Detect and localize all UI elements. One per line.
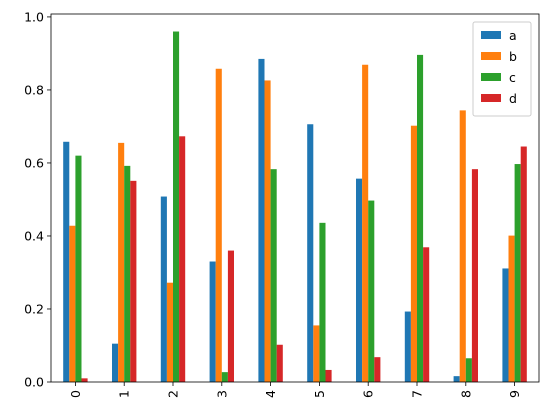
bar-a-8 (453, 376, 460, 382)
legend-label-a: a (509, 28, 517, 43)
bar-d-0 (81, 378, 88, 382)
x-tick-label: 0 (68, 390, 83, 398)
y-tick-label: 0.8 (24, 82, 44, 97)
y-tick-label: 1.0 (24, 9, 44, 24)
x-tick-label: 1 (117, 390, 132, 398)
legend-label-d: d (509, 91, 517, 106)
legend-label-c: c (509, 70, 516, 85)
legend-swatch-b (481, 52, 501, 60)
bar-c-4 (270, 169, 277, 382)
bar-a-0 (63, 141, 70, 382)
x-tick-label: 9 (507, 390, 522, 398)
bar-b-7 (410, 125, 417, 383)
bar-c-5 (319, 222, 326, 382)
y-axis: 0.0 0.2 0.4 0.6 0.8 1.0 (24, 9, 51, 390)
bar-a-9 (502, 268, 509, 382)
bar-a-3 (209, 261, 216, 382)
legend-box (472, 21, 532, 117)
bar-d-4 (276, 344, 283, 382)
bar-d-1 (130, 180, 137, 382)
bar-c-7 (417, 54, 424, 382)
bar-a-6 (356, 178, 363, 382)
bar-d-5 (325, 369, 332, 382)
bar-b-8 (459, 110, 466, 382)
bar-a-4 (258, 58, 265, 383)
bar-a-5 (307, 124, 314, 382)
x-tick-label: 2 (166, 390, 181, 398)
x-tick-label: 5 (312, 390, 327, 398)
y-tick-label: 0.6 (24, 155, 44, 170)
bar-a-7 (404, 311, 411, 382)
bar-d-7 (423, 247, 430, 382)
bar-c-0 (75, 155, 82, 382)
bar-d-6 (374, 357, 381, 382)
bar-c-6 (368, 200, 375, 382)
bar-b-1 (118, 142, 125, 382)
x-axis: 0 1 2 3 4 5 6 7 8 9 (68, 382, 522, 398)
legend-swatch-a (481, 31, 501, 39)
bar-b-0 (69, 225, 76, 382)
bar-b-5 (313, 325, 320, 382)
legend-swatch-d (481, 94, 501, 102)
x-tick-label: 7 (410, 390, 425, 398)
bar-a-1 (112, 343, 119, 382)
y-tick-label: 0.4 (24, 228, 44, 243)
bar-b-3 (215, 68, 222, 382)
bar-d-8 (471, 169, 478, 382)
legend-swatch-c (481, 73, 501, 81)
bar-c-1 (124, 165, 131, 382)
bar-d-9 (520, 146, 527, 382)
bar-c-8 (465, 358, 472, 382)
bar-d-2 (179, 136, 186, 382)
bar-c-2 (173, 31, 180, 383)
bar-b-9 (508, 235, 515, 382)
y-tick-label: 0.0 (24, 375, 44, 390)
x-tick-label: 6 (361, 390, 376, 398)
bar-c-9 (514, 164, 521, 382)
x-tick-label: 8 (458, 390, 473, 398)
bar-b-6 (362, 64, 369, 382)
bars-group (63, 31, 527, 383)
bar-d-3 (227, 250, 234, 382)
x-tick-label: 3 (214, 390, 229, 398)
bar-b-4 (264, 80, 271, 382)
y-tick-label: 0.2 (24, 301, 44, 316)
legend-label-b: b (509, 49, 517, 64)
x-tick-label: 4 (263, 390, 278, 398)
bar-c-3 (221, 372, 228, 382)
bar-a-2 (160, 196, 167, 382)
plot-frame (50, 13, 540, 383)
bar-b-2 (166, 282, 173, 382)
